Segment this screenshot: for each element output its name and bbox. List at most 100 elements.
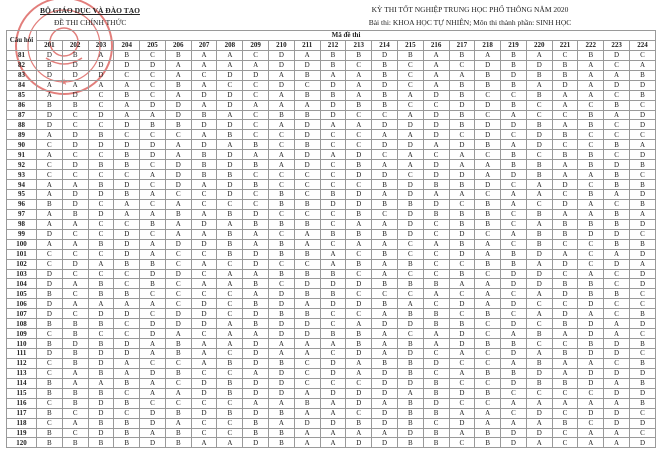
answer-cell: C: [551, 407, 579, 419]
answer-cell: B: [371, 179, 398, 190]
answer-cell: A: [139, 427, 166, 439]
answer-cell: C: [345, 268, 373, 280]
answer-cell: C: [190, 288, 218, 300]
answer-cell: A: [87, 298, 115, 310]
answer-cell: A: [371, 397, 398, 409]
answer-cell: B: [61, 437, 89, 449]
answer-cell: A: [474, 49, 502, 61]
answer-cell: D: [242, 338, 270, 349]
answer-cell: C: [396, 69, 424, 81]
answer-cell: B: [371, 248, 398, 260]
table-row: 102 C D A B B C A C D C C A B A B C C B B A D C D A: [6, 258, 657, 270]
answer-cell: C: [87, 268, 115, 280]
answer-cell: A: [422, 238, 450, 250]
answer-cell: B: [319, 189, 347, 200]
answer-cell: D: [61, 129, 89, 141]
answer-cell: A: [371, 328, 398, 340]
answer-cell: C: [577, 417, 605, 429]
answer-cell: B: [164, 407, 192, 419]
answer-cell: D: [577, 318, 605, 330]
answer-cell: D: [422, 89, 450, 101]
answer-cell: C: [525, 387, 553, 399]
answer-cell: A: [422, 49, 450, 61]
answer-cell: C: [36, 248, 63, 260]
answer-cell: B: [113, 397, 141, 409]
answer-cell: B: [293, 89, 321, 101]
answer-cell: C: [319, 208, 347, 220]
answer-cell: A: [87, 79, 115, 91]
answer-cell: C: [190, 189, 218, 200]
answer-cell: A: [190, 129, 218, 141]
answer-cell: C: [113, 69, 141, 81]
answer-cell: A: [293, 228, 321, 240]
answer-cell: B: [371, 357, 398, 369]
answer-cell: D: [268, 318, 295, 330]
answer-cell: A: [371, 338, 398, 349]
answer-cell: D: [396, 179, 424, 190]
answer-cell: C: [319, 318, 347, 330]
answer-cell: C: [422, 218, 450, 230]
answer-cell: B: [216, 248, 244, 260]
answer-cell: B: [396, 407, 424, 419]
answer-cell: C: [268, 258, 295, 270]
answer-cell: C: [190, 328, 218, 340]
answer-cell: A: [422, 139, 450, 151]
answer-cell: A: [293, 298, 321, 310]
answer-cell: A: [242, 238, 270, 250]
answer-cell: C: [36, 169, 63, 181]
answer-cell: A: [319, 437, 347, 449]
answer-cell: C: [216, 427, 244, 439]
answer-cell: D: [113, 179, 141, 190]
answer-cell: A: [190, 79, 218, 91]
question-number: 107: [6, 308, 37, 320]
answer-cell: C: [113, 218, 141, 230]
question-number: 119: [6, 427, 37, 439]
answer-cell: A: [113, 357, 141, 369]
answer-cell: A: [371, 129, 398, 141]
table-row: 112 C B D A C C A B D B C D A B B D C C A B A A C B: [6, 357, 657, 369]
answer-cell: D: [293, 159, 321, 171]
answer-cell: B: [396, 417, 424, 429]
answer-cell: D: [293, 129, 321, 141]
table-row: 99 D C C D C A A B A C A B B B D C D C A B B D D C: [6, 228, 657, 240]
answer-cell: B: [268, 238, 295, 250]
answer-cell: A: [500, 189, 527, 200]
answer-cell: D: [319, 79, 347, 91]
answer-cell: B: [87, 367, 115, 379]
answer-cell: C: [139, 79, 166, 91]
answer-cell: B: [551, 318, 579, 330]
answer-cell: C: [396, 59, 424, 71]
answer-cell: B: [551, 377, 579, 389]
table-row: 109 C B C C D A C A A D D B B A C A D C A B A D A C: [6, 328, 657, 340]
answer-cell: D: [551, 288, 579, 300]
ministry-name: BỘ GIÁO DỤC VÀ ĐÀO TẠO: [40, 6, 140, 15]
answer-cell: A: [603, 109, 630, 121]
answer-cell: B: [525, 208, 553, 220]
answer-cell: A: [422, 328, 450, 340]
answer-cell: B: [87, 338, 115, 349]
answer-cell: B: [371, 198, 398, 210]
answer-cell: D: [603, 348, 630, 359]
answer-cell: D: [628, 318, 657, 330]
answer-cell: C: [448, 129, 476, 141]
answer-cell: B: [500, 248, 527, 260]
answer-cell: B: [474, 258, 502, 270]
answer-cell: D: [190, 298, 218, 310]
answer-cell: C: [319, 179, 347, 190]
answer-cell: A: [61, 79, 89, 91]
answer-cell: B: [422, 318, 450, 330]
answer-cell: A: [422, 59, 450, 71]
answer-cell: C: [242, 119, 270, 131]
exam-code-212: 212: [319, 39, 347, 51]
answer-cell: A: [371, 159, 398, 171]
answer-cell: D: [396, 189, 424, 200]
answer-cell: C: [216, 288, 244, 300]
answer-cell: B: [577, 109, 605, 121]
answer-cell: C: [551, 298, 579, 310]
answer-cell: A: [216, 139, 244, 151]
answer-cell: C: [190, 248, 218, 260]
answer-cell: C: [216, 258, 244, 270]
answer-cell: B: [500, 79, 527, 91]
answer-cell: B: [396, 278, 424, 290]
answer-cell: C: [293, 357, 321, 369]
